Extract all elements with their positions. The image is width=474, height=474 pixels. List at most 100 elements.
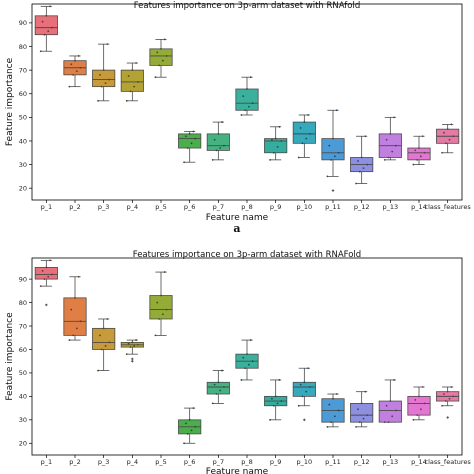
x-tick-label: p_13	[383, 458, 399, 466]
data-point	[165, 308, 168, 311]
y-axis-label: Feature importance	[5, 57, 15, 146]
data-point	[301, 142, 304, 145]
chart-title: Features importance on 3p-arm dataset wi…	[134, 1, 361, 11]
outlier-point	[130, 357, 134, 361]
y-tick-label: 50	[19, 369, 27, 377]
x-tick-label: p_1	[41, 203, 53, 211]
data-point	[79, 320, 82, 323]
data-point	[309, 132, 311, 135]
x-tick-label: p_6	[184, 458, 196, 466]
y-tick-label: 80	[19, 299, 27, 307]
data-point	[79, 66, 82, 69]
data-point	[366, 414, 369, 417]
data-point	[360, 402, 363, 405]
data-point	[444, 400, 447, 402]
data-point	[217, 132, 220, 135]
box-body	[34, 15, 58, 36]
box-p_3: p_3	[92, 43, 116, 211]
data-point	[389, 400, 392, 402]
data-point	[163, 38, 166, 41]
box-body	[378, 400, 402, 423]
box-p_11: p_11	[321, 109, 345, 211]
data-point	[156, 51, 159, 54]
data-point	[366, 163, 369, 166]
data-point	[441, 151, 443, 154]
data-point	[297, 156, 300, 159]
data-point	[219, 389, 222, 392]
data-point	[133, 85, 136, 88]
y-tick-label: 70	[19, 66, 27, 74]
y-tick-label: 90	[19, 19, 27, 27]
data-point	[186, 147, 189, 149]
data-point	[269, 418, 271, 421]
data-point	[412, 418, 415, 421]
data-point	[223, 386, 225, 388]
data-point	[165, 55, 168, 57]
x-tick-label: p_2	[69, 203, 81, 211]
box-p_6: p_6	[178, 407, 202, 466]
data-point	[68, 339, 71, 341]
x-tick-label: p_4	[127, 203, 139, 211]
data-point	[43, 278, 46, 281]
data-point	[183, 442, 185, 445]
data-point	[242, 356, 245, 359]
box-p_8: p_8	[235, 339, 259, 466]
data-point	[357, 160, 359, 162]
outlier-point	[130, 359, 134, 363]
data-point	[391, 415, 394, 418]
data-point	[332, 137, 334, 140]
data-point	[423, 402, 426, 405]
data-point	[185, 422, 187, 425]
data-point	[215, 149, 218, 152]
data-point	[395, 409, 397, 412]
data-point	[158, 318, 161, 320]
data-point	[215, 393, 218, 395]
data-point	[251, 360, 254, 363]
data-point	[108, 341, 111, 344]
data-point	[190, 142, 193, 145]
data-point	[43, 33, 46, 36]
data-point	[335, 393, 338, 395]
x-tick-label: p_7	[213, 203, 225, 211]
data-point	[393, 379, 395, 381]
box-p_9: p_9	[264, 379, 288, 466]
y-tick-label: 80	[19, 43, 27, 51]
data-point	[362, 167, 365, 170]
data-point	[419, 408, 422, 411]
data-point	[337, 151, 340, 154]
box-p_2: p_2	[63, 275, 87, 466]
data-point	[416, 414, 419, 417]
data-point	[244, 367, 247, 370]
data-point	[446, 128, 449, 131]
data-point	[194, 137, 197, 140]
box-body	[321, 138, 345, 161]
data-point	[211, 402, 214, 405]
data-point	[221, 369, 223, 372]
data-point	[278, 379, 281, 381]
x-tick-label: p_12	[354, 203, 370, 211]
outlier-point	[446, 416, 450, 419]
data-point	[45, 266, 48, 269]
data-point	[246, 353, 248, 356]
box-body	[178, 133, 202, 149]
data-point	[330, 421, 333, 424]
y-tick-label: 60	[19, 90, 27, 98]
data-point	[213, 138, 216, 141]
data-point	[395, 144, 397, 147]
box-p_5: p_5	[149, 38, 173, 211]
box-body	[292, 381, 316, 397]
data-point	[74, 296, 76, 299]
data-point	[246, 88, 248, 90]
data-point	[305, 390, 308, 393]
data-point	[240, 379, 243, 381]
box-class_features: class_features	[425, 386, 471, 466]
panel-label: a	[233, 222, 240, 235]
data-point	[276, 145, 279, 148]
data-point	[280, 140, 283, 142]
y-tick-label: 60	[19, 346, 27, 354]
data-point	[213, 383, 216, 386]
data-point	[450, 123, 453, 126]
x-tick-label: p_3	[98, 458, 110, 466]
box-p_4: p_4	[120, 62, 144, 211]
data-point	[269, 158, 271, 161]
